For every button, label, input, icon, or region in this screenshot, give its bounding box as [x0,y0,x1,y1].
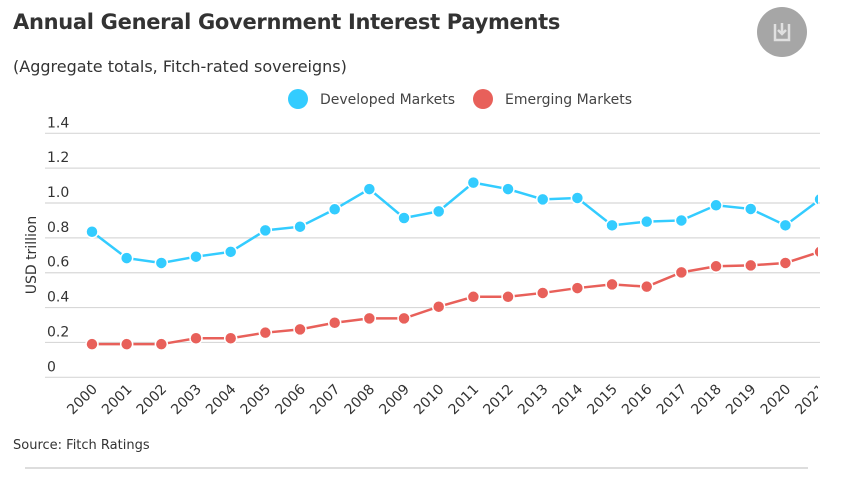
data-point[interactable] [154,256,169,270]
x-tick-label: 2017 [654,382,691,419]
data-point[interactable] [674,265,689,280]
data-point[interactable] [258,325,273,340]
x-tick-label: 2014 [550,381,587,418]
series-developed-markets [85,175,826,270]
y-tick-label: 0.6 [47,255,69,271]
y-tick-label: 1.0 [47,185,69,201]
legend-marker [473,89,493,109]
data-point[interactable] [189,249,203,264]
data-point[interactable] [327,315,342,330]
data-point[interactable] [535,286,550,300]
legend-label: Developed Markets [320,92,455,108]
data-point[interactable] [639,214,654,229]
data-point[interactable] [813,192,826,206]
data-point[interactable] [674,213,689,228]
data-point[interactable] [605,277,619,292]
data-point[interactable] [397,311,411,326]
data-point[interactable] [813,245,826,259]
x-tick-label: 2009 [376,382,413,419]
y-tick-label: 0.2 [47,324,69,340]
chart-subtitle: (Aggregate totals, Fitch-rated sovereign… [13,57,347,76]
series-line [92,251,818,346]
data-point[interactable] [154,337,169,351]
x-tick-label: 2001 [99,382,136,419]
data-point[interactable] [327,202,342,217]
y-tick-label: 1.2 [47,150,69,166]
data-point[interactable] [431,204,446,219]
divider [25,467,808,469]
data-point[interactable] [605,218,619,233]
data-point[interactable] [293,219,307,234]
download-icon [773,23,791,42]
chart-title: Annual General Government Interest Payme… [13,10,561,34]
x-tick-label: 2006 [272,381,309,418]
x-tick-label: 2002 [134,382,171,419]
data-point[interactable] [466,290,481,304]
x-tick-label: 2013 [515,382,552,419]
x-tick-label: 2019 [723,382,760,419]
data-point[interactable] [501,182,515,196]
legend-item[interactable]: Developed Markets [288,89,455,109]
data-point[interactable] [501,290,515,304]
data-point[interactable] [119,251,134,265]
data-point[interactable] [189,331,203,346]
x-tick-label: 2000 [64,382,101,419]
data-point[interactable] [258,223,273,238]
source-note: Source: Fitch Ratings [13,438,150,453]
y-axis-label: USD trillion [24,216,40,295]
x-tick-label: 2012 [480,382,517,419]
x-tick-label: 2016 [619,381,656,418]
x-tick-label: 2003 [168,382,205,419]
x-tick-label: 2020 [758,382,795,419]
data-point[interactable] [223,331,238,346]
x-tick-label: 2018 [688,382,725,419]
x-tick-label: 2010 [411,382,448,419]
data-point[interactable] [223,245,238,259]
data-point[interactable] [466,175,481,190]
x-tick-label: 2008 [342,382,379,419]
x-tick-label: 2004 [203,381,240,418]
series-line [91,181,818,265]
data-point[interactable] [293,322,307,337]
data-point[interactable] [743,258,758,273]
legend-item[interactable]: Emerging Markets [473,89,632,109]
legend-label: Emerging Markets [505,92,632,108]
download-button[interactable] [757,7,807,57]
data-point[interactable] [570,281,585,295]
x-tick-label: 2005 [238,382,275,419]
data-point[interactable] [743,202,758,216]
y-tick-label: 0 [47,359,56,375]
data-point[interactable] [85,225,99,239]
data-point[interactable] [85,337,99,351]
x-tick-label: 2021 [792,382,829,419]
y-tick-label: 0.4 [47,290,69,306]
x-tick-label: 2011 [446,382,483,419]
data-point[interactable] [119,337,134,351]
x-tick-label: 2015 [584,382,621,419]
y-tick-label: 1.4 [47,115,69,131]
y-tick-label: 0.8 [47,220,69,236]
data-point[interactable] [709,259,723,274]
data-point[interactable] [778,218,793,233]
data-point[interactable] [535,192,550,207]
data-point[interactable] [639,279,654,294]
data-point[interactable] [431,299,446,314]
data-point[interactable] [397,211,411,225]
legend-marker [288,89,308,109]
data-point[interactable] [362,311,377,326]
series-emerging-markets [85,245,826,351]
data-point[interactable] [570,191,585,205]
x-tick-label: 2007 [307,382,344,419]
data-point[interactable] [709,198,723,213]
data-point[interactable] [362,182,377,196]
data-point[interactable] [778,256,793,270]
